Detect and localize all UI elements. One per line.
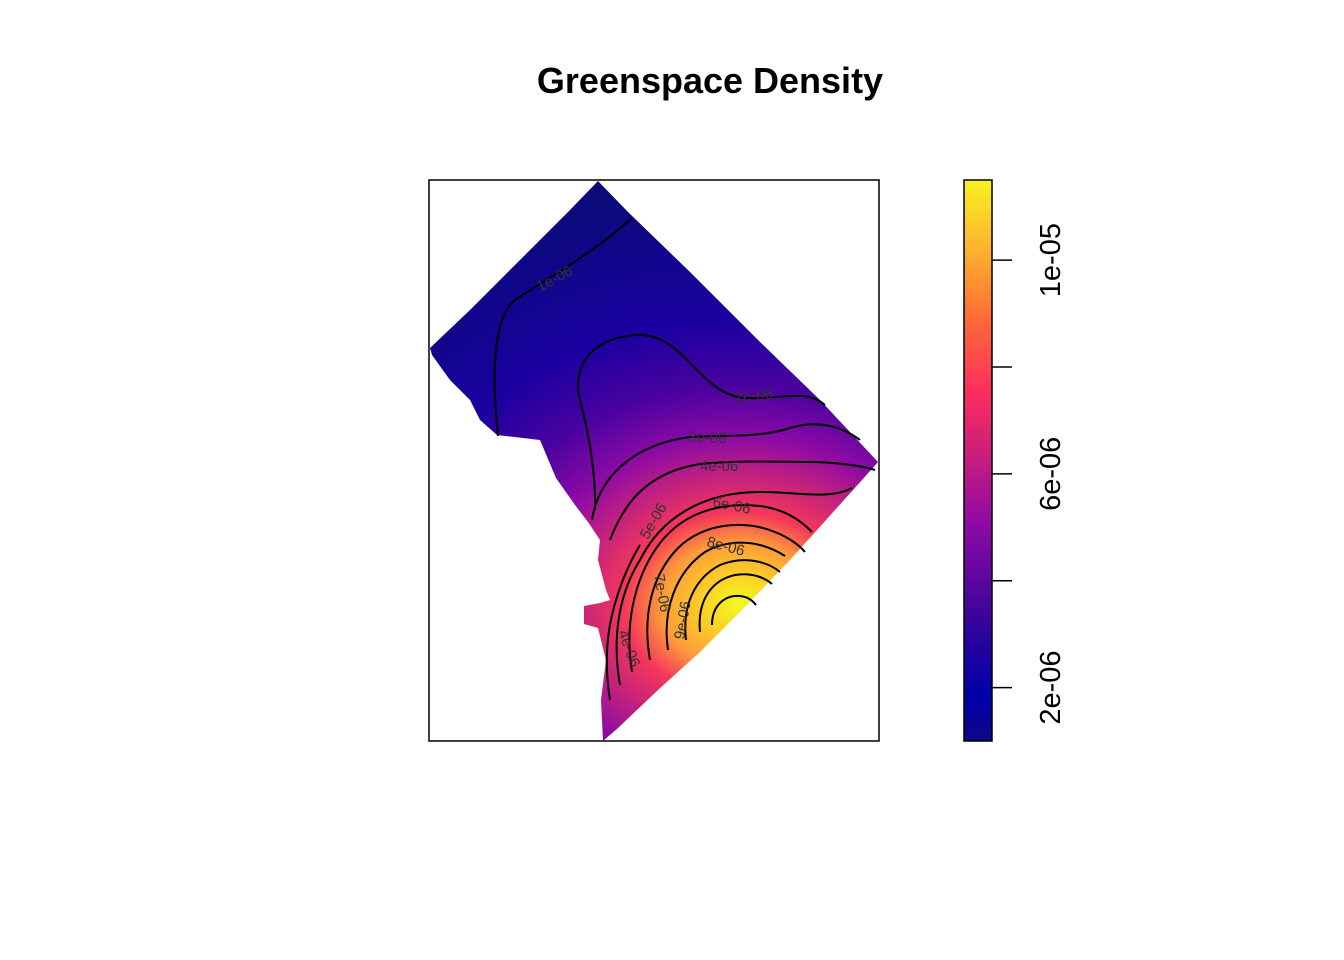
contour-label-9e-06: 9e-06	[671, 600, 694, 641]
contour-line-4e-06	[609, 460, 876, 541]
colorbar-tick-label: 1e-05	[1035, 223, 1067, 297]
density-surface	[430, 181, 878, 741]
contour-label-3e-06: 3e-06	[688, 429, 727, 447]
colorbar: 2e-06 6e-06 1e-05	[963, 179, 1067, 742]
contour-line-6e-06	[628, 504, 813, 673]
contour-lines	[493, 217, 876, 701]
colorbar-gradient	[963, 179, 993, 742]
contour-label-4e-06: 4e-06	[700, 458, 738, 475]
contour-line-9e-06	[684, 559, 781, 641]
contour-line-7e-06	[646, 523, 806, 661]
contour-line-1e-06	[493, 217, 633, 437]
contour-label-2e-06: 2e-06	[734, 386, 774, 406]
colorbar-ticks: 2e-06 6e-06 1e-05	[992, 223, 1067, 725]
colorbar-tick-label: 2e-06	[1035, 650, 1067, 724]
contour-line-2e-06	[577, 333, 826, 511]
contour-line-1.1e-05	[711, 594, 757, 626]
plot-frame	[428, 179, 880, 742]
contour-label-7e-06: 7e-06	[650, 573, 673, 614]
colorbar-tick-label: 6e-06	[1035, 437, 1067, 511]
chart-title: Greenspace Density	[537, 60, 883, 101]
contour-line-3e-06	[591, 423, 861, 521]
contour-line-5e-06	[615, 487, 853, 686]
contour-line-8e-06	[665, 541, 786, 651]
contour-line-1e-05	[698, 573, 773, 633]
contour-line-4e-06-west	[605, 544, 641, 701]
